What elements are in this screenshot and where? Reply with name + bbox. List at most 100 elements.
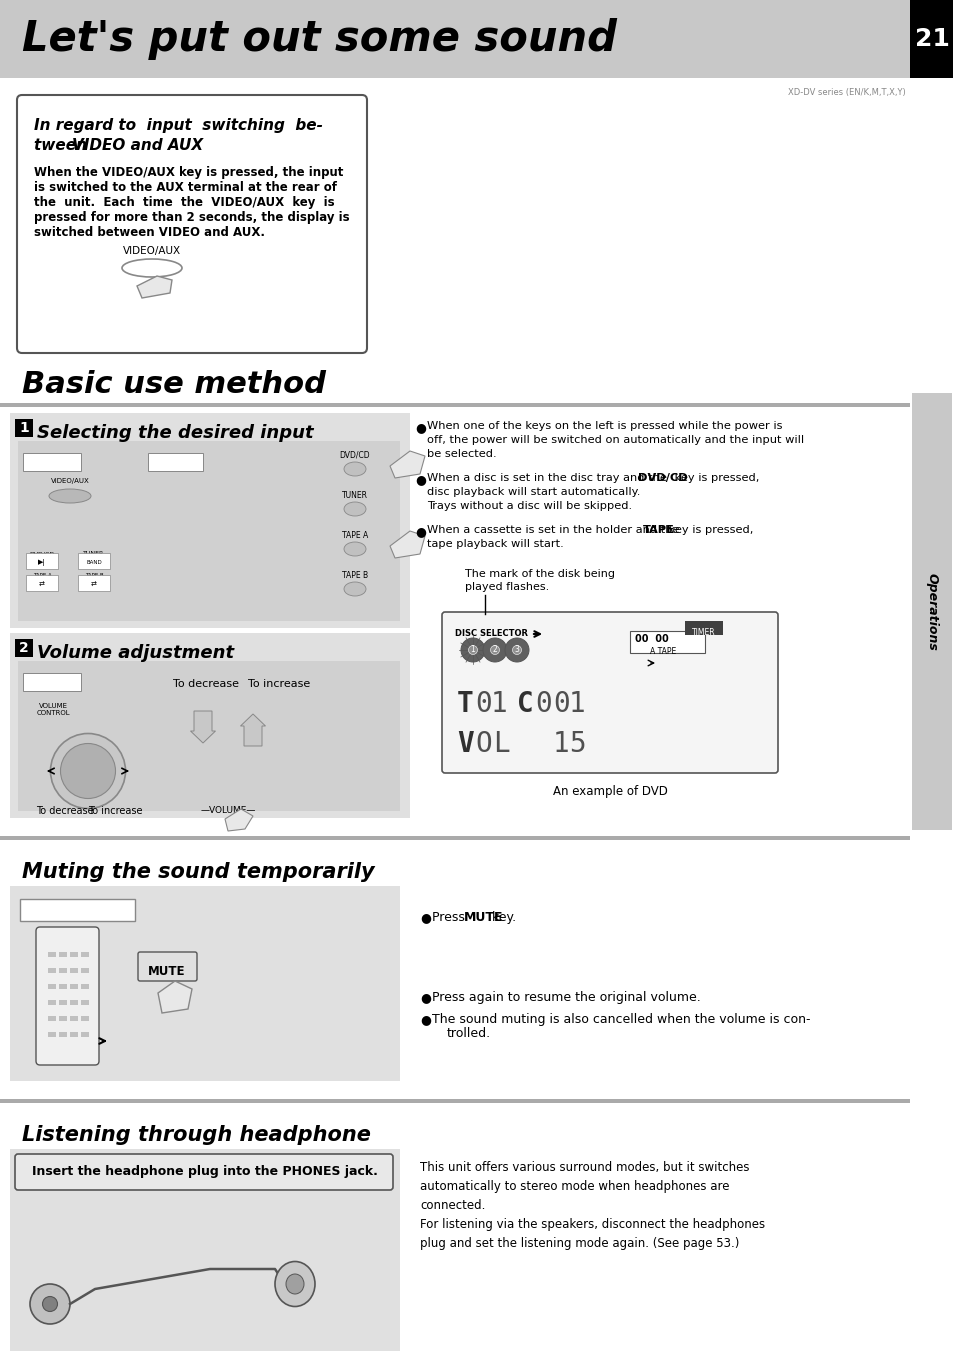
Text: key.: key.	[487, 911, 516, 924]
Text: When the VIDEO/AUX key is pressed, the input: When the VIDEO/AUX key is pressed, the i…	[34, 166, 343, 178]
Text: Muting the sound temporarily: Muting the sound temporarily	[22, 862, 375, 882]
Text: MUTE: MUTE	[463, 911, 503, 924]
Ellipse shape	[274, 1262, 314, 1306]
Ellipse shape	[344, 503, 366, 516]
Text: trolled.: trolled.	[447, 1027, 491, 1040]
Text: VOLUME
CONTROL: VOLUME CONTROL	[36, 703, 70, 716]
Ellipse shape	[344, 542, 366, 557]
Bar	[0, 1098, 909, 1102]
Text: 0: 0	[475, 690, 491, 717]
Text: To increase: To increase	[88, 807, 142, 816]
Text: The mark of the disk being: The mark of the disk being	[464, 569, 615, 580]
Text: VIDEO and AUX: VIDEO and AUX	[71, 138, 203, 153]
Text: Listening through headphone: Listening through headphone	[22, 1125, 371, 1146]
Bar	[59, 969, 67, 973]
Text: played flashes.: played flashes.	[464, 582, 549, 592]
Text: VIDEO/AUX: VIDEO/AUX	[123, 246, 181, 255]
Text: the  unit.  Each  time  the  VIDEO/AUX  key  is: the unit. Each time the VIDEO/AUX key is	[34, 196, 335, 209]
Text: This unit offers various surround modes, but it switches
automatically to stereo: This unit offers various surround modes,…	[419, 1161, 764, 1250]
Ellipse shape	[286, 1274, 304, 1294]
Bar	[15, 639, 33, 657]
Text: 1: 1	[470, 646, 475, 654]
Bar	[59, 952, 67, 957]
Bar	[18, 661, 399, 811]
Bar	[48, 952, 56, 957]
Text: disc playback will start automatically.: disc playback will start automatically.	[427, 486, 639, 497]
Text: VIDEO/AUX: VIDEO/AUX	[51, 478, 90, 484]
Bar	[148, 453, 203, 471]
Polygon shape	[390, 451, 424, 478]
Text: To increase: To increase	[248, 680, 310, 689]
Bar	[10, 413, 410, 628]
Text: ▶|: ▶|	[38, 559, 46, 566]
Text: ●: ●	[415, 422, 425, 434]
Text: BAND: BAND	[86, 561, 102, 566]
Bar	[18, 440, 399, 621]
Text: Basic use method: Basic use method	[22, 370, 326, 399]
Bar	[10, 1148, 399, 1351]
Text: To decrease: To decrease	[172, 680, 239, 689]
Ellipse shape	[504, 638, 529, 662]
Bar	[70, 952, 78, 957]
Text: 1: 1	[568, 690, 585, 717]
Bar	[70, 1016, 78, 1021]
FancyArrow shape	[240, 713, 265, 746]
Text: 2: 2	[492, 646, 497, 654]
Bar	[81, 969, 89, 973]
Bar	[81, 1000, 89, 1005]
Bar	[70, 1000, 78, 1005]
FancyBboxPatch shape	[441, 612, 778, 773]
Text: XD-DV series (EN/K,M,T,X,Y): XD-DV series (EN/K,M,T,X,Y)	[787, 88, 905, 97]
Text: Insert the headphone plug into the PHONES jack.: Insert the headphone plug into the PHONE…	[32, 1166, 377, 1178]
Text: An example of DVD: An example of DVD	[552, 785, 667, 798]
Bar	[81, 984, 89, 989]
Text: TUNER: TUNER	[83, 551, 105, 557]
FancyBboxPatch shape	[138, 952, 196, 981]
Bar	[23, 453, 81, 471]
Text: 3: 3	[514, 646, 518, 654]
Bar	[911, 393, 951, 830]
Bar	[0, 836, 909, 840]
Polygon shape	[158, 981, 192, 1013]
Text: Let's put out some sound: Let's put out some sound	[22, 18, 617, 59]
Bar	[15, 419, 33, 436]
Text: 0: 0	[553, 690, 569, 717]
Bar	[48, 1032, 56, 1038]
Bar	[59, 1032, 67, 1038]
Text: Selecting the desired input: Selecting the desired input	[37, 424, 314, 442]
Bar	[70, 1032, 78, 1038]
Text: ●: ●	[419, 992, 431, 1004]
Text: ⇄: ⇄	[91, 582, 97, 588]
FancyBboxPatch shape	[17, 95, 367, 353]
Text: off, the power will be switched on automatically and the input will: off, the power will be switched on autom…	[427, 435, 803, 444]
Text: When one of the keys on the left is pressed while the power is: When one of the keys on the left is pres…	[427, 422, 781, 431]
Ellipse shape	[490, 646, 499, 654]
Ellipse shape	[344, 462, 366, 476]
Ellipse shape	[43, 1297, 57, 1312]
Bar	[48, 1000, 56, 1005]
Bar	[0, 0, 953, 78]
Ellipse shape	[460, 638, 484, 662]
Text: pressed for more than 2 seconds, the display is: pressed for more than 2 seconds, the dis…	[34, 211, 349, 224]
Text: tape playback will start.: tape playback will start.	[427, 539, 563, 549]
Text: 2: 2	[19, 640, 29, 655]
Text: be selected.: be selected.	[427, 449, 497, 459]
Text: 1: 1	[553, 730, 569, 758]
Bar	[48, 969, 56, 973]
Ellipse shape	[344, 582, 366, 596]
Text: 1: 1	[491, 690, 507, 717]
Text: Operations: Operations	[924, 573, 938, 650]
Bar	[70, 969, 78, 973]
Bar	[909, 0, 953, 78]
Text: L: L	[493, 730, 509, 758]
Text: To decrease: To decrease	[36, 807, 93, 816]
Bar	[59, 1016, 67, 1021]
Text: ●: ●	[419, 911, 431, 924]
Text: T: T	[456, 690, 474, 717]
Text: DISC SELECTOR: DISC SELECTOR	[455, 630, 527, 638]
Bar	[0, 403, 909, 407]
Bar	[10, 634, 410, 817]
Text: TUNER: TUNER	[341, 490, 368, 500]
Ellipse shape	[468, 646, 477, 654]
Ellipse shape	[482, 638, 506, 662]
